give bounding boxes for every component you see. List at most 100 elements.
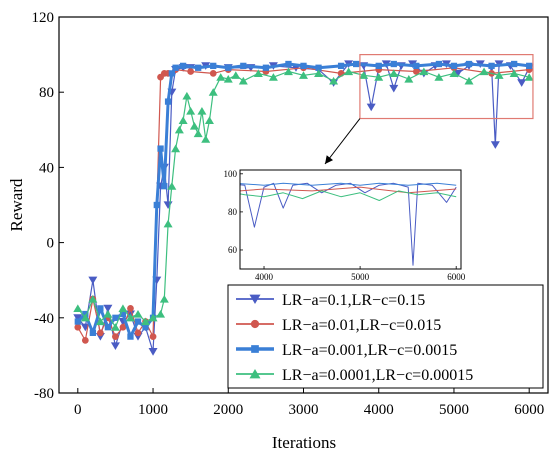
x-tick-label: 0	[74, 402, 82, 418]
data-point	[490, 141, 500, 149]
data-point	[97, 329, 104, 337]
data-point	[112, 314, 119, 321]
legend-label: LR−a=0.001,LR−c=0.0015	[282, 342, 457, 359]
y-tick-label: 80	[39, 85, 54, 101]
data-point	[285, 60, 292, 68]
data-point	[435, 60, 443, 68]
legend-label: LR−a=0.0001,LR−c=0.00015	[282, 367, 473, 384]
legend-entry: LR−a=0.001,LR−c=0.0015	[236, 342, 457, 359]
inset-series-line	[240, 190, 457, 201]
zoom-arrow-head	[325, 155, 334, 164]
data-point	[262, 64, 270, 71]
data-point	[197, 106, 207, 115]
data-point	[159, 294, 169, 303]
data-point	[186, 106, 196, 115]
inset-series-layer	[240, 182, 457, 266]
y-axis-title: Reward	[7, 178, 26, 231]
inset-plot: 4000 5000 6000 60 80 100	[224, 169, 466, 282]
data-point	[157, 145, 164, 152]
data-point	[449, 69, 459, 77]
data-point	[464, 76, 474, 85]
data-point	[134, 318, 142, 325]
data-point	[103, 309, 113, 318]
data-point	[163, 201, 173, 210]
data-point	[112, 333, 119, 340]
zoom-arrow-line	[324, 118, 361, 165]
data-point	[216, 73, 226, 81]
data-point	[209, 70, 217, 77]
inset-background	[240, 170, 461, 269]
legend-entry: LR−a=0.01,LR−c=0.015	[236, 317, 441, 334]
legend-entry: LR−a=0.1,LR−c=0.15	[236, 292, 425, 309]
legend-marker	[250, 319, 260, 329]
data-point	[488, 62, 495, 70]
data-point	[510, 60, 518, 68]
x-tick-label: 1000	[138, 402, 168, 418]
data-point	[419, 67, 429, 76]
inset-series-line	[240, 186, 457, 194]
data-point	[110, 323, 120, 331]
inset-series-1	[240, 186, 457, 194]
data-point	[465, 60, 473, 68]
y-tick-label: 0	[47, 236, 55, 252]
data-point	[171, 144, 181, 153]
data-point	[389, 69, 399, 77]
data-point	[195, 64, 202, 71]
legend-label: LR−a=0.1,LR−c=0.15	[282, 292, 425, 309]
data-point	[353, 60, 360, 68]
data-point	[161, 183, 168, 190]
data-point	[253, 69, 263, 77]
legend-label: LR−a=0.01,LR−c=0.015	[282, 317, 441, 334]
legend-entry: LR−a=0.0001,LR−c=0.00015	[236, 367, 473, 384]
data-point	[238, 76, 248, 85]
data-point	[97, 305, 104, 312]
data-point	[168, 70, 175, 77]
data-point	[174, 125, 184, 134]
data-point	[156, 309, 166, 318]
data-point	[187, 68, 195, 75]
data-point	[366, 103, 376, 112]
data-point	[453, 69, 463, 78]
legend-marker	[249, 294, 261, 304]
data-point	[141, 317, 151, 326]
data-point	[164, 98, 172, 105]
y-tick-label: 120	[32, 10, 55, 26]
legend-marker	[249, 369, 261, 379]
data-point	[225, 64, 232, 71]
data-point	[127, 305, 134, 312]
data-point	[329, 76, 339, 85]
data-point	[142, 324, 149, 331]
inset-y-tick-label: 60	[228, 245, 238, 255]
data-point	[119, 323, 127, 331]
data-point	[95, 317, 105, 326]
data-point	[189, 121, 199, 130]
data-point	[434, 73, 444, 81]
series-2	[74, 60, 533, 340]
x-tick-label: 2000	[213, 402, 243, 418]
data-point	[88, 276, 98, 285]
data-point	[179, 62, 187, 70]
data-point	[127, 333, 134, 340]
inset-series-3	[240, 190, 457, 201]
x-tick-label: 5000	[439, 402, 469, 418]
data-point	[299, 71, 308, 79]
data-point	[509, 69, 519, 77]
main-series-layer	[73, 60, 534, 356]
data-point	[201, 135, 211, 143]
data-point	[148, 313, 158, 322]
data-point	[390, 60, 397, 68]
inset-series-line	[240, 182, 457, 266]
inset-series-line	[240, 182, 457, 186]
data-point	[182, 91, 192, 100]
data-point	[240, 62, 247, 70]
data-point	[81, 336, 89, 344]
data-point	[148, 348, 158, 356]
data-point	[104, 324, 112, 331]
highlight-box	[359, 53, 534, 120]
data-point	[413, 62, 420, 70]
data-point	[344, 67, 354, 76]
data-point	[315, 64, 322, 71]
data-point	[80, 313, 90, 322]
